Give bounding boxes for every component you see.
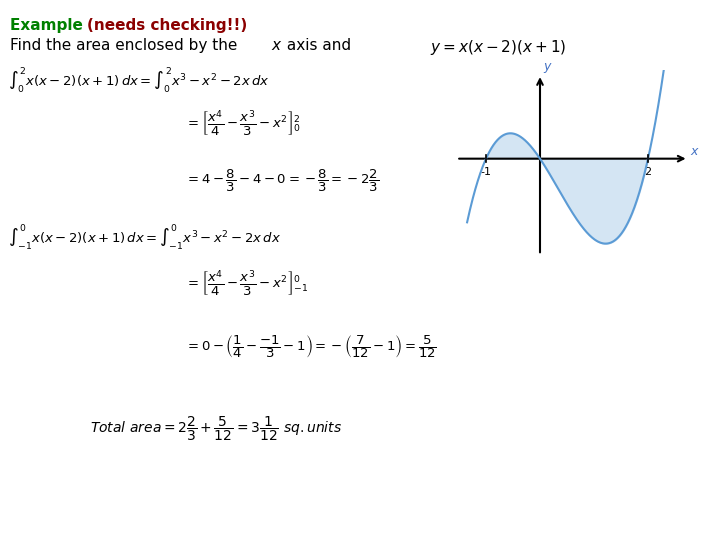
Text: 2: 2 [644, 167, 652, 177]
Text: $\int_{-1}^{0} x(x-2)(x+1)\, dx = \int_{-1}^{0} x^3 - x^2 - 2x\, dx$: $\int_{-1}^{0} x(x-2)(x+1)\, dx = \int_{… [8, 222, 282, 252]
Text: $\mathit{Total\ area} = 2\dfrac{2}{3} + \dfrac{5}{12} = 3\dfrac{1}{12}\ sq.units: $\mathit{Total\ area} = 2\dfrac{2}{3} + … [90, 415, 342, 443]
Text: $= 0 - \left(\dfrac{1}{4} - \dfrac{-1}{3} - 1\right) = -\left(\dfrac{7}{12} - 1\: $= 0 - \left(\dfrac{1}{4} - \dfrac{-1}{3… [185, 333, 437, 360]
Text: (needs checking!!): (needs checking!!) [87, 18, 247, 33]
Text: y: y [544, 60, 551, 73]
Text: $y=x(x-2)(x+1)$: $y=x(x-2)(x+1)$ [430, 38, 567, 57]
Text: x: x [690, 145, 698, 158]
Text: $= \left[\dfrac{x^4}{4} - \dfrac{x^3}{3} - x^2\right]_{-1}^{0}$: $= \left[\dfrac{x^4}{4} - \dfrac{x^3}{3}… [185, 268, 308, 298]
Text: axis and: axis and [282, 38, 351, 53]
Text: Example: Example [10, 18, 88, 33]
Text: $= \left[\dfrac{x^4}{4} - \dfrac{x^3}{3} - x^2\right]_0^{2}$: $= \left[\dfrac{x^4}{4} - \dfrac{x^3}{3}… [185, 108, 301, 138]
Text: $x$: $x$ [271, 38, 282, 53]
Text: $= 4 - \dfrac{8}{3} - 4 - 0 = -\dfrac{8}{3} = -2\dfrac{2}{3}$: $= 4 - \dfrac{8}{3} - 4 - 0 = -\dfrac{8}… [185, 168, 379, 194]
Text: Find the area enclosed by the: Find the area enclosed by the [10, 38, 242, 53]
Text: -1: -1 [480, 167, 492, 177]
Text: $\int_0^{2} x(x-2)(x+1)\, dx = \int_0^{2} x^3 - x^2 - 2x\, dx$: $\int_0^{2} x(x-2)(x+1)\, dx = \int_0^{2… [8, 65, 270, 94]
